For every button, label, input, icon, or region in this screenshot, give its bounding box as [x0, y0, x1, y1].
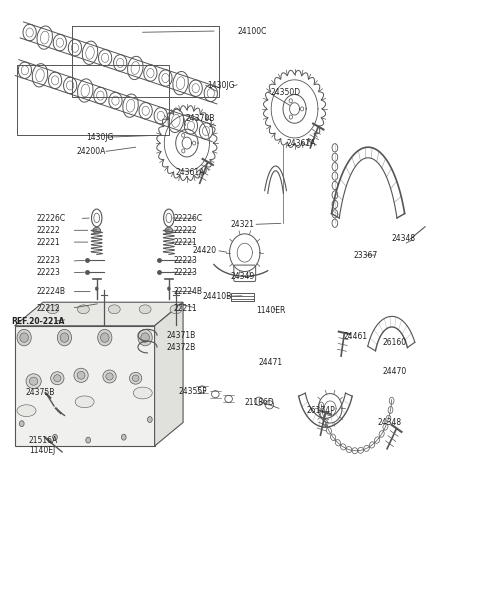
Polygon shape	[14, 326, 155, 446]
Ellipse shape	[17, 405, 36, 416]
Ellipse shape	[141, 333, 149, 342]
Bar	[230, 293, 254, 301]
Ellipse shape	[147, 416, 152, 422]
Ellipse shape	[138, 329, 152, 346]
Text: 24371B: 24371B	[167, 331, 196, 340]
Ellipse shape	[103, 370, 116, 383]
Text: 24350D: 24350D	[271, 88, 301, 97]
Text: 21186D: 21186D	[245, 398, 275, 407]
Ellipse shape	[19, 421, 24, 427]
Ellipse shape	[93, 227, 100, 233]
Text: 1430JG: 1430JG	[207, 81, 234, 90]
Polygon shape	[14, 302, 183, 326]
Text: 22226C: 22226C	[174, 214, 203, 223]
Text: 24370B: 24370B	[185, 114, 215, 123]
Ellipse shape	[77, 305, 89, 314]
Text: 24349: 24349	[230, 272, 255, 281]
Ellipse shape	[130, 372, 142, 384]
Text: 24470: 24470	[383, 367, 407, 376]
Ellipse shape	[139, 305, 151, 314]
Text: 24375B: 24375B	[25, 389, 55, 397]
Ellipse shape	[57, 329, 72, 346]
Text: 21516A: 21516A	[29, 436, 58, 444]
Text: 24410B: 24410B	[202, 292, 231, 301]
Text: 24348: 24348	[378, 418, 402, 427]
Text: 24100C: 24100C	[238, 27, 267, 36]
Ellipse shape	[74, 368, 88, 383]
Ellipse shape	[100, 333, 109, 342]
Text: 24372B: 24372B	[167, 343, 196, 352]
Text: 24355F: 24355F	[179, 387, 207, 396]
Text: 22223: 22223	[174, 268, 197, 277]
Text: 22226C: 22226C	[37, 214, 66, 223]
Text: 24461: 24461	[343, 332, 368, 341]
Ellipse shape	[106, 373, 113, 380]
Text: 24348: 24348	[392, 234, 416, 243]
Ellipse shape	[132, 375, 139, 381]
Ellipse shape	[121, 434, 126, 440]
Text: 1140EJ: 1140EJ	[29, 446, 55, 455]
Ellipse shape	[168, 287, 170, 290]
Polygon shape	[155, 302, 183, 446]
Text: 23367: 23367	[354, 250, 378, 259]
Ellipse shape	[47, 305, 59, 314]
Ellipse shape	[165, 227, 173, 233]
Ellipse shape	[86, 437, 91, 443]
Text: 24420: 24420	[192, 246, 216, 255]
Ellipse shape	[170, 305, 182, 314]
Text: 22222: 22222	[174, 226, 197, 235]
Ellipse shape	[97, 329, 112, 346]
Text: 22224B: 22224B	[174, 287, 203, 296]
Text: 22224B: 22224B	[37, 287, 66, 296]
Ellipse shape	[96, 287, 98, 290]
Text: 1140ER: 1140ER	[257, 306, 286, 315]
Ellipse shape	[108, 305, 120, 314]
Ellipse shape	[17, 329, 31, 346]
Text: 22211: 22211	[174, 303, 197, 312]
Ellipse shape	[133, 387, 152, 399]
Text: 26174P: 26174P	[306, 406, 335, 415]
Text: 22221: 22221	[37, 237, 60, 246]
Text: 26160: 26160	[383, 338, 407, 347]
Text: 22222: 22222	[37, 226, 60, 235]
Text: 24361A: 24361A	[176, 168, 205, 177]
Text: 24361A: 24361A	[287, 139, 316, 148]
Ellipse shape	[53, 434, 57, 440]
Ellipse shape	[20, 333, 28, 342]
Text: REF.20-221A: REF.20-221A	[12, 317, 65, 325]
Text: 24471: 24471	[259, 358, 283, 367]
Text: 22212: 22212	[37, 303, 60, 312]
Ellipse shape	[75, 396, 94, 408]
Ellipse shape	[29, 377, 38, 385]
Ellipse shape	[77, 371, 85, 379]
Ellipse shape	[26, 374, 41, 389]
Text: 22223: 22223	[37, 268, 61, 277]
Text: 22223: 22223	[37, 256, 61, 265]
Text: 22221: 22221	[174, 237, 197, 246]
Text: 22223: 22223	[174, 256, 197, 265]
Text: 24200A: 24200A	[76, 147, 106, 156]
Text: 24321: 24321	[230, 220, 254, 229]
Ellipse shape	[51, 372, 64, 385]
Ellipse shape	[60, 333, 69, 342]
Text: 1430JG: 1430JG	[86, 133, 113, 142]
Ellipse shape	[54, 375, 61, 382]
